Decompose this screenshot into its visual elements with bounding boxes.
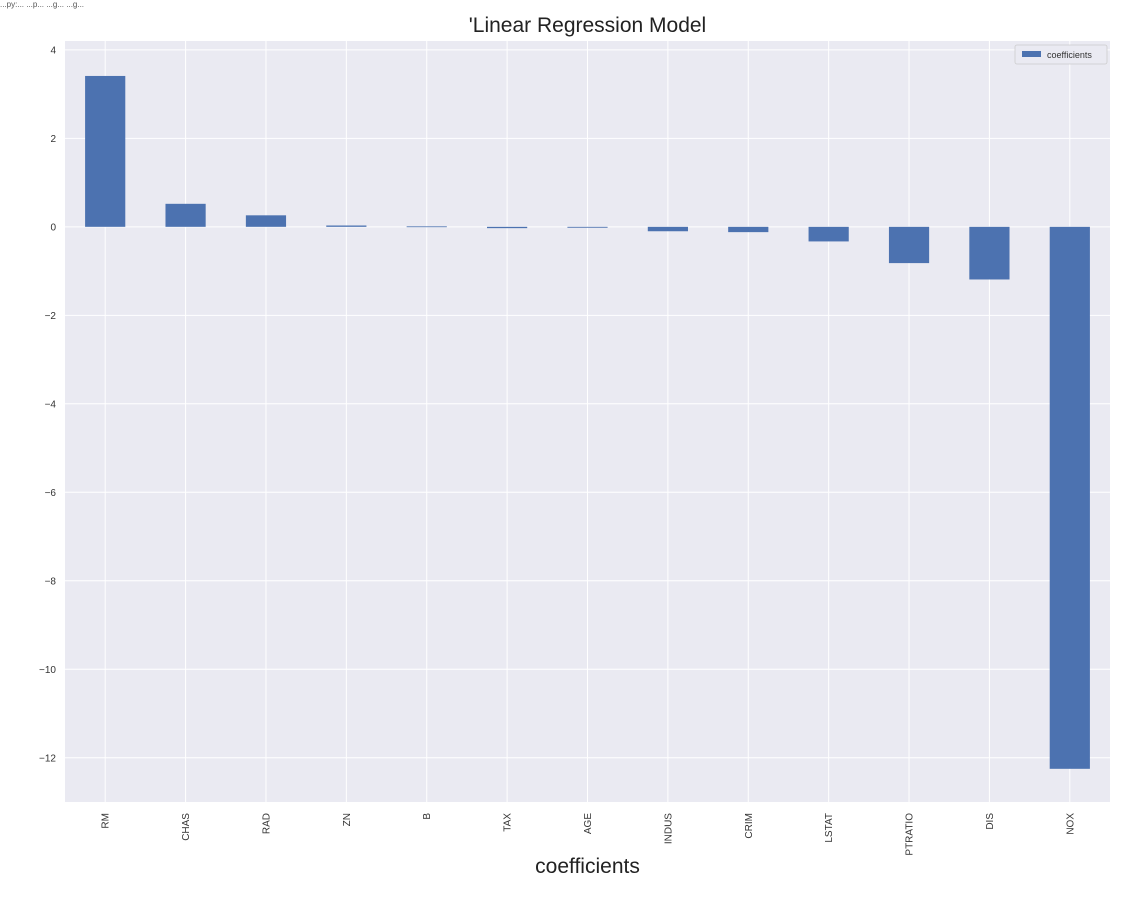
y-tick-label: 0 — [50, 222, 56, 233]
legend: coefficients — [1014, 44, 1108, 65]
bar-nox — [1049, 226, 1090, 769]
x-tick-label-rad: RAD — [261, 813, 272, 834]
bar-tax — [487, 226, 528, 229]
y-tick-label: −8 — [45, 576, 57, 587]
x-tick-label-age: AGE — [583, 813, 594, 834]
y-tick-label: −12 — [39, 753, 56, 764]
y-tick-label: −4 — [45, 399, 57, 410]
x-tick-labels: RM CHAS RAD ZN B TAX AGE INDUS CRIM LSTAT PTRATIO D… — [101, 813, 1077, 856]
x-tick-label-tax: TAX — [503, 813, 514, 832]
legend-swatch — [1022, 51, 1041, 57]
bar-rad — [245, 215, 287, 227]
bar-crim — [728, 226, 769, 233]
x-tick-label-dis: DIS — [985, 813, 996, 830]
x-tick-label-nox: NOX — [1065, 813, 1076, 835]
y-tick-label: −6 — [45, 488, 57, 499]
bar-indus — [647, 226, 688, 232]
bar-zn — [326, 225, 367, 227]
legend-box — [1014, 44, 1108, 65]
x-axis-title: coefficients — [535, 855, 640, 878]
bar-ptratio — [888, 226, 930, 264]
x-tick-label-lstat: LSTAT — [824, 813, 835, 843]
chart-title: 'Linear Regression Model — [468, 14, 707, 37]
bar-chas — [165, 203, 206, 227]
y-tick-label: −10 — [39, 665, 56, 676]
bar-rm — [85, 75, 126, 227]
x-tick-label-ptratio: PTRATIO — [905, 813, 916, 856]
x-tick-label-zn: ZN — [342, 813, 353, 826]
y-tick-label: −2 — [45, 311, 57, 322]
bars — [85, 75, 1090, 769]
bar-dis — [969, 226, 1010, 280]
y-tick-label: 4 — [50, 45, 56, 56]
x-tick-label-chas: CHAS — [181, 813, 192, 841]
top-note: ...py:... ...p... ...g... ...g... — [0, 0, 85, 9]
y-tick-label: 2 — [50, 134, 56, 145]
x-tick-label-indus: INDUS — [663, 813, 674, 844]
x-tick-label-b: B — [422, 813, 433, 820]
x-tick-label-crim: CRIM — [744, 813, 755, 839]
x-tick-label-rm: RM — [101, 813, 112, 829]
bar-lstat — [808, 226, 849, 242]
bar-b — [406, 226, 447, 228]
legend-label-coefficients: coefficients — [1047, 50, 1092, 60]
y-tick-labels: 4 2 0 −2 −4 −6 −8 −10 −12 — [39, 45, 56, 764]
grid-lines — [65, 41, 1110, 802]
bar-age — [567, 226, 608, 228]
